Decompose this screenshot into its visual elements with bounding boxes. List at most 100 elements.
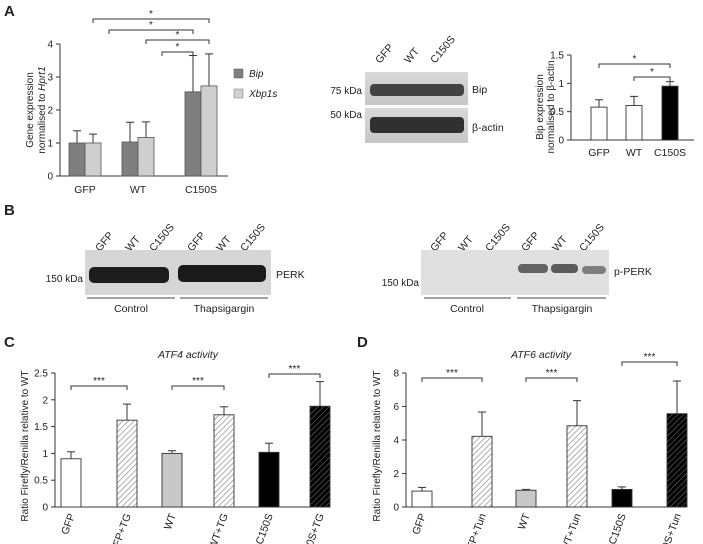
atf4-bar	[116, 419, 138, 508]
legend-swatch-xbp1s	[233, 88, 244, 99]
legend-label-bip: Bip	[249, 69, 264, 80]
bip-expression-chart: Bip expression normalised to β-actin 0 0.…	[535, 51, 694, 159]
perk-band-label: PERK	[276, 269, 305, 281]
band-label-bip: Bip	[472, 84, 487, 96]
marker-50-kda: 50 kDa	[330, 110, 362, 121]
bip-bar-c150s	[661, 85, 679, 141]
atf4-y-tick-label: 0	[42, 503, 48, 514]
atf4-x-label: C150S+TG	[297, 512, 326, 544]
bip-expression-x-label: GFP	[588, 147, 610, 159]
atf4-x-label: WT	[162, 511, 179, 531]
atf6-sig-bracket-c150s-label: ***	[644, 352, 656, 363]
bip-sig-bracket-wt-c150s	[633, 76, 671, 81]
sig-bracket-gfp-c150s-bip-label: *	[149, 9, 153, 20]
atf6-y-tick-label: 4	[393, 436, 399, 447]
pperk-band-c150s	[582, 266, 606, 274]
atf4-bar	[161, 452, 183, 508]
atf6-sig-bracket-wt-label: ***	[546, 368, 558, 379]
bip-expression-y-tick-label: 1.5	[550, 51, 564, 62]
bip-expression-y-tick-label: 1	[558, 79, 564, 90]
atf4-bar	[309, 405, 331, 508]
bip-bar-gfp	[590, 106, 608, 141]
bip-bar-wt	[625, 104, 643, 141]
gene-expression-y-tick-label: 1	[47, 139, 53, 150]
pperk-group-label-thapsigargin: Thapsigargin	[532, 303, 593, 315]
gene-expression-chart: Gene expression normalised to Hprt1 0 1 2 3…	[25, 9, 277, 196]
gene-expression-y-tick-label: 2	[47, 106, 53, 117]
bip-expression-x-label: WT	[626, 147, 643, 159]
group-label-control: Control	[114, 303, 148, 315]
atf4-y-tick-label: 2.5	[34, 369, 48, 380]
perk-western-blot: GFP WT C150S GFP WT C150S 150 kDa PERK C…	[46, 222, 305, 315]
bar-xbp1s-c150s	[200, 85, 218, 177]
panel-label-a: A	[4, 3, 15, 20]
bip-band	[370, 84, 464, 96]
atf4-x-label: GFP+TG	[108, 512, 134, 544]
sig-bracket-wt-c150s-xbp1s	[161, 51, 194, 56]
gene-expression-ylabel-2: normalised to Hprt1	[37, 66, 48, 153]
atf4-bar	[213, 414, 235, 508]
atf6-sig-bracket-wt	[525, 377, 578, 382]
sig-bracket-gfp-c150s-xbp1s-label: *	[149, 20, 153, 31]
pperk-blot-membrane	[421, 250, 609, 295]
pperk-marker-150-kda: 150 kDa	[382, 278, 420, 289]
sig-bracket-gfp-c150s-xbp1s	[108, 29, 194, 34]
perk-band-thapsigargin	[178, 265, 266, 282]
atf4-bar	[258, 451, 280, 508]
atf6-y-tick-label: 2	[393, 469, 399, 480]
bip-sig-bracket-gfp-c150s-label: *	[633, 54, 637, 65]
actin-band	[370, 117, 464, 133]
atf4-sig-bracket-c150s	[268, 373, 321, 378]
atf4-sig-bracket-gfp-label: ***	[93, 376, 105, 387]
gene-expression-x-label: WT	[130, 184, 147, 196]
atf6-sig-bracket-gfp	[421, 377, 483, 382]
bar-bip-wt	[121, 141, 139, 177]
atf4-sig-bracket-wt	[171, 385, 225, 390]
atf6-bar	[471, 435, 493, 508]
perk-band-control	[89, 267, 169, 283]
atf6-y-tick-label: 6	[393, 402, 399, 413]
atf4-y-tick-label: 1	[42, 449, 48, 460]
legend-swatch-bip	[233, 68, 244, 79]
atf6-activity-chart: ATF6 activity Ratio Firefly/Renilla rela…	[372, 349, 688, 544]
atf4-y-tick-label: 2	[42, 395, 48, 406]
pperk-lane-label: C150S	[577, 222, 607, 254]
atf6-x-label: GFP+Tun	[462, 512, 489, 544]
atf6-x-label: WT	[516, 511, 533, 531]
gene-expression-x-label: GFP	[74, 184, 96, 196]
sig-bracket-wt-c150s-bip	[145, 39, 210, 44]
gene-expression-y-tick-label: 3	[47, 73, 53, 84]
atf4-ylabel: Ratio Firefly/Renilla relative to WT	[20, 370, 31, 521]
pperk-lane-label: C150S	[483, 222, 513, 254]
bip-expression-y-tick-label: 0.5	[550, 107, 564, 118]
pperk-band-gfp	[518, 264, 548, 273]
atf6-bar	[515, 489, 537, 508]
atf4-y-tick-label: 1.5	[34, 422, 48, 433]
p-perk-western-blot: GFP WT C150S GFP WT C150S 150 kDa p-PERK…	[382, 222, 652, 315]
atf6-x-label: C150S+Tun	[653, 512, 683, 544]
bip-expression-ylabel-2: normalised to β-actin	[546, 60, 557, 153]
bip-expression-y-tick-label: 0	[558, 136, 564, 147]
gene-expression-y-tick-label: 0	[47, 172, 53, 183]
atf6-sig-bracket-c150s	[621, 361, 678, 366]
panel-label-c: C	[4, 334, 15, 351]
bar-bip-gfp	[68, 142, 86, 177]
blot-lane-label: C150S	[428, 34, 458, 66]
atf6-bar	[411, 490, 433, 508]
atf4-y-tick-label: 0.5	[34, 476, 48, 487]
gene-expression-y-tick-label: 4	[47, 40, 53, 51]
bar-xbp1s-wt	[137, 136, 155, 177]
panel-label-b: B	[4, 202, 15, 219]
atf4-activity-chart: ATF4 activity Ratio Firefly/Renilla rela…	[20, 349, 331, 544]
perk-lane-label: C150S	[147, 222, 177, 254]
atf6-x-label: WT+Tun	[559, 512, 584, 544]
atf6-x-label: GFP	[410, 512, 429, 536]
bip-western-blot: GFP WT C150S 75 kDa 50 kDa Bip β-actin	[330, 34, 504, 143]
atf6-bar	[666, 413, 688, 508]
atf4-x-label: C150S	[254, 512, 276, 544]
band-label-actin: β-actin	[472, 122, 504, 134]
atf4-x-label: WT+TG	[207, 512, 231, 544]
panel-label-d: D	[357, 334, 368, 351]
blot-lane-label: WT	[402, 45, 422, 66]
pperk-band-wt	[551, 264, 578, 273]
